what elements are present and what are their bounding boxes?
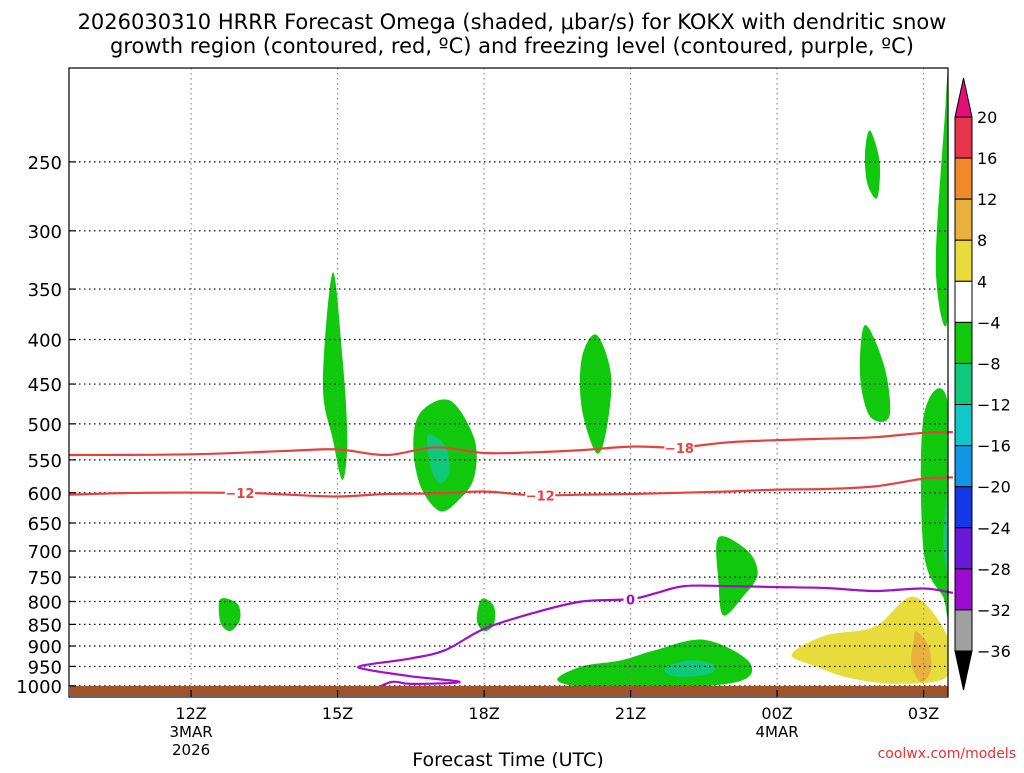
y-tick-label-850: 850 <box>28 615 62 636</box>
colorbar-band-5 <box>954 321 973 364</box>
dgz-label-minus12-b: −12 <box>526 489 555 504</box>
dgz-label-minus18-bg <box>664 440 695 456</box>
x-tick-label-18Z: 18Z <box>468 704 499 723</box>
dgz-contour-minus18 <box>68 431 953 457</box>
y-tick-label-900: 900 <box>28 637 62 658</box>
omega-green-18z <box>476 598 496 632</box>
chart-title-line-1: 2026030310 HRRR Forecast Omega (shaded, … <box>78 10 947 34</box>
omega-yellow-01z <box>791 596 948 684</box>
omega-green-23z <box>716 536 758 616</box>
colorbar-label-1: 16 <box>977 149 997 168</box>
freezing-level-contour-0c <box>357 584 954 695</box>
omega-green-14z <box>322 272 348 480</box>
colorbar-label-4: 4 <box>977 272 987 291</box>
colorbar-bottom-arrow <box>954 650 973 691</box>
colorbar-band-0 <box>954 116 973 159</box>
x-tick-date-12Z: 3MAR <box>169 723 212 741</box>
dgz-label-minus12-a-bg <box>224 484 255 500</box>
y-tick-label-500: 500 <box>28 415 62 436</box>
y-tick-label-250: 250 <box>28 153 62 174</box>
colorbar-label-9: −20 <box>977 478 1011 497</box>
omega-colorbar: 20 16 12 8 4 −4 −8 −12 −16 −20 −24 −28 −32 −36 <box>954 77 1011 691</box>
colorbar-label-5: −4 <box>977 313 1001 332</box>
x-tick-label-12Z: 12Z <box>175 704 206 723</box>
freezing-level-label-0-bg <box>623 591 638 607</box>
colorbar-band-6 <box>954 362 973 406</box>
colorbar-band-10 <box>954 527 973 570</box>
terrain-strip <box>70 686 948 696</box>
colorbar-label-11: −28 <box>977 560 1011 579</box>
y-tick-label-700: 700 <box>28 542 62 563</box>
colorbar-label-12: −32 <box>977 601 1011 620</box>
x-tick-year-12Z: 2026 <box>172 741 210 759</box>
colorbar-label-8: −16 <box>977 437 1011 456</box>
y-tick-label-800: 800 <box>28 592 62 613</box>
x-axis-label: Forecast Time (UTC) <box>412 749 603 768</box>
chart-title-line-2: growth region (contoured, red, ºC) and f… <box>110 34 914 58</box>
y-axis-ticks: 2503003504004505005506006507007508008509… <box>16 153 76 698</box>
contour-label-layer: −18 −12 −12 0 <box>224 440 695 609</box>
omega-green-02z-mid <box>859 325 891 422</box>
colorbar-band-12 <box>954 609 973 652</box>
colorbar-label-0: 20 <box>977 108 997 127</box>
y-tick-label-550: 550 <box>28 451 62 472</box>
y-tick-label-1000: 1000 <box>16 677 62 698</box>
omega-green-20z <box>579 334 612 454</box>
dgz-label-minus12-a: −12 <box>225 487 254 502</box>
x-tick-label-21Z: 21Z <box>615 704 646 723</box>
colorbar-label-10: −24 <box>977 519 1011 538</box>
omega-teal-22z-sfc <box>664 660 716 677</box>
omega-green-03z-lower <box>920 388 948 617</box>
colorbar-band-1 <box>954 157 973 200</box>
omega-green-02z-upper <box>864 130 881 199</box>
y-tick-label-650: 650 <box>28 514 62 535</box>
x-tick-date-00Z: 4MAR <box>755 723 798 741</box>
omega-green-03z-upper <box>935 68 948 327</box>
plot-frame <box>68 67 949 698</box>
y-tick-label-600: 600 <box>28 484 62 505</box>
omega-shading-layer <box>218 68 948 689</box>
colorbar-band-2 <box>954 198 973 241</box>
y-tick-label-450: 450 <box>28 375 62 396</box>
dgz-label-minus18: −18 <box>665 442 694 457</box>
dgz-label-minus12-b-bg <box>525 487 556 503</box>
colorbar-label-7: −12 <box>977 396 1011 415</box>
colorbar-band-4 <box>954 280 973 323</box>
omega-green-13z <box>218 598 241 632</box>
colorbar-label-3: 8 <box>977 231 987 250</box>
x-tick-label-00Z: 00Z <box>761 704 792 723</box>
y-tick-label-400: 400 <box>28 331 62 352</box>
colorbar-label-2: 12 <box>977 190 997 209</box>
colorbar-band-11 <box>954 568 973 611</box>
y-tick-label-350: 350 <box>28 280 62 301</box>
x-tick-label-15Z: 15Z <box>322 704 353 723</box>
source-watermark: coolwx.com/models <box>878 746 1016 762</box>
colorbar-label-6: −8 <box>977 354 1001 373</box>
colorbar-band-3 <box>954 239 973 282</box>
colorbar-band-7 <box>954 404 973 447</box>
omega-teal-03z-lower <box>943 492 948 574</box>
y-tick-label-300: 300 <box>28 222 62 243</box>
y-tick-label-750: 750 <box>28 568 62 589</box>
colorbar-band-8 <box>954 445 973 488</box>
y-tick-label-950: 950 <box>28 657 62 678</box>
omega-orange-03z <box>911 630 932 683</box>
freezing-level-label-0: 0 <box>626 594 635 609</box>
colorbar-band-9 <box>954 486 973 529</box>
x-tick-label-03Z: 03Z <box>908 704 939 723</box>
omega-green-22z-sfc <box>557 639 753 689</box>
colorbar-label-13: −36 <box>977 642 1011 661</box>
